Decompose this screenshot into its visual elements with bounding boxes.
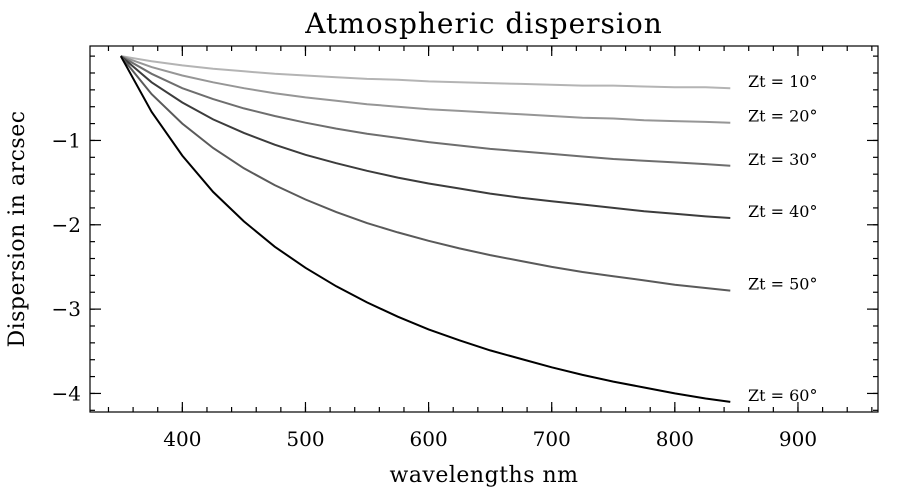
y-axis-label: Dispersion in arcsec xyxy=(5,110,30,347)
y-tick-label: −3 xyxy=(52,297,81,321)
x-tick-label: 900 xyxy=(779,427,817,451)
series-label-5: Zt = 50° xyxy=(748,275,817,294)
x-tick-label: 800 xyxy=(656,427,694,451)
series-line-2 xyxy=(120,55,731,124)
y-tick-label: −4 xyxy=(52,381,81,405)
series-lines xyxy=(119,55,731,403)
y-tick-label: −1 xyxy=(52,128,81,152)
x-tick-label: 700 xyxy=(533,427,571,451)
axis-tick-labels: 400 500 600 700 800 900 −1 −2 −3 −4 xyxy=(52,128,818,451)
series-labels: Zt = 10° Zt = 20° Zt = 30° Zt = 40° Zt = 50°… xyxy=(748,72,817,405)
x-axis-label: wavelengths nm xyxy=(389,463,578,488)
series-line-4 xyxy=(120,55,731,219)
x-tick-label: 400 xyxy=(163,427,201,451)
series-line-1 xyxy=(120,55,731,90)
axis-ticks xyxy=(90,46,878,412)
chart-title: Atmospheric dispersion xyxy=(304,7,663,40)
series-label-1: Zt = 10° xyxy=(748,72,817,91)
x-tick-label: 600 xyxy=(410,427,448,451)
series-line-3 xyxy=(120,55,731,167)
series-line-6 xyxy=(119,55,731,403)
series-line-5 xyxy=(120,55,731,292)
series-label-6: Zt = 60° xyxy=(748,386,817,405)
plot-frame xyxy=(89,45,879,413)
series-label-3: Zt = 30° xyxy=(748,150,817,169)
series-label-4: Zt = 40° xyxy=(748,202,817,221)
x-tick-label: 500 xyxy=(286,427,324,451)
y-tick-label: −2 xyxy=(52,213,81,237)
series-label-2: Zt = 20° xyxy=(748,107,817,126)
